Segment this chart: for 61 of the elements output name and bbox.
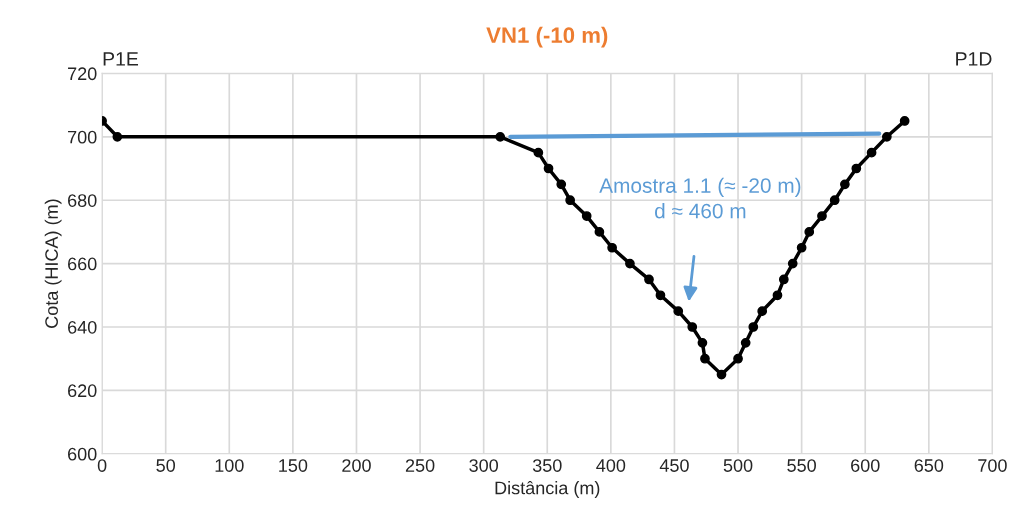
point	[740, 337, 751, 348]
x-tick-label: 250	[405, 459, 435, 472]
point	[796, 242, 807, 253]
point	[607, 242, 617, 253]
x-tick-label: 400	[596, 459, 626, 472]
x-tick-label: 100	[215, 459, 244, 472]
point	[700, 353, 710, 364]
y-tick-label: 720	[68, 67, 97, 81]
x-tick-label: 50	[156, 459, 176, 472]
point	[687, 322, 698, 332]
point	[899, 116, 910, 126]
point	[866, 147, 877, 158]
x-tick-label: 0	[97, 459, 107, 472]
point	[881, 131, 892, 142]
x-tick-label: 150	[279, 459, 308, 472]
point	[594, 227, 605, 237]
text: P1D	[956, 52, 992, 66]
x-tick-label: 550	[787, 459, 816, 472]
point	[556, 179, 567, 190]
y-tick-label: 700	[68, 130, 97, 144]
point	[787, 258, 798, 269]
x-tick-label: 300	[469, 459, 499, 472]
point	[757, 306, 768, 317]
y-tick-label: 600	[68, 447, 97, 461]
point	[543, 163, 554, 174]
x-tick-label: 650	[914, 459, 944, 472]
point	[778, 274, 789, 285]
point	[772, 290, 783, 301]
x-tick-label: 450	[659, 459, 689, 472]
x-tick-label: 200	[342, 459, 371, 472]
x-axis-title: Distância (m)	[495, 481, 600, 498]
point	[655, 290, 666, 301]
point	[673, 306, 684, 317]
point	[625, 258, 635, 269]
x-tick-label: 700	[978, 459, 1007, 472]
annotation: Amostra 1.1 (≈ -20 m) d ≈ 460 m	[599, 177, 801, 219]
y-axis-title: Cota (HICA) (m)	[44, 199, 62, 328]
x-tick-label: 600	[851, 459, 880, 472]
point	[829, 195, 840, 206]
point	[748, 322, 759, 332]
point	[733, 353, 743, 364]
point	[565, 195, 576, 206]
point	[716, 369, 727, 380]
point	[840, 179, 850, 190]
point	[112, 131, 123, 142]
point	[697, 337, 708, 348]
y-tick-label: 680	[68, 194, 97, 207]
point	[804, 227, 815, 237]
text: P1E	[103, 52, 139, 66]
x-tick-label: 500	[723, 459, 753, 472]
point	[581, 211, 592, 221]
y-tick-label: 620	[68, 384, 97, 398]
point	[644, 274, 654, 285]
x-tick-label: 350	[532, 459, 562, 472]
y-tick-label: 660	[68, 257, 97, 271]
chart-title: VN1 (-10 m)	[486, 26, 608, 48]
point	[851, 163, 862, 174]
point	[533, 147, 544, 158]
y-tick-label: 640	[68, 320, 97, 334]
point	[495, 131, 506, 142]
point	[817, 211, 827, 221]
